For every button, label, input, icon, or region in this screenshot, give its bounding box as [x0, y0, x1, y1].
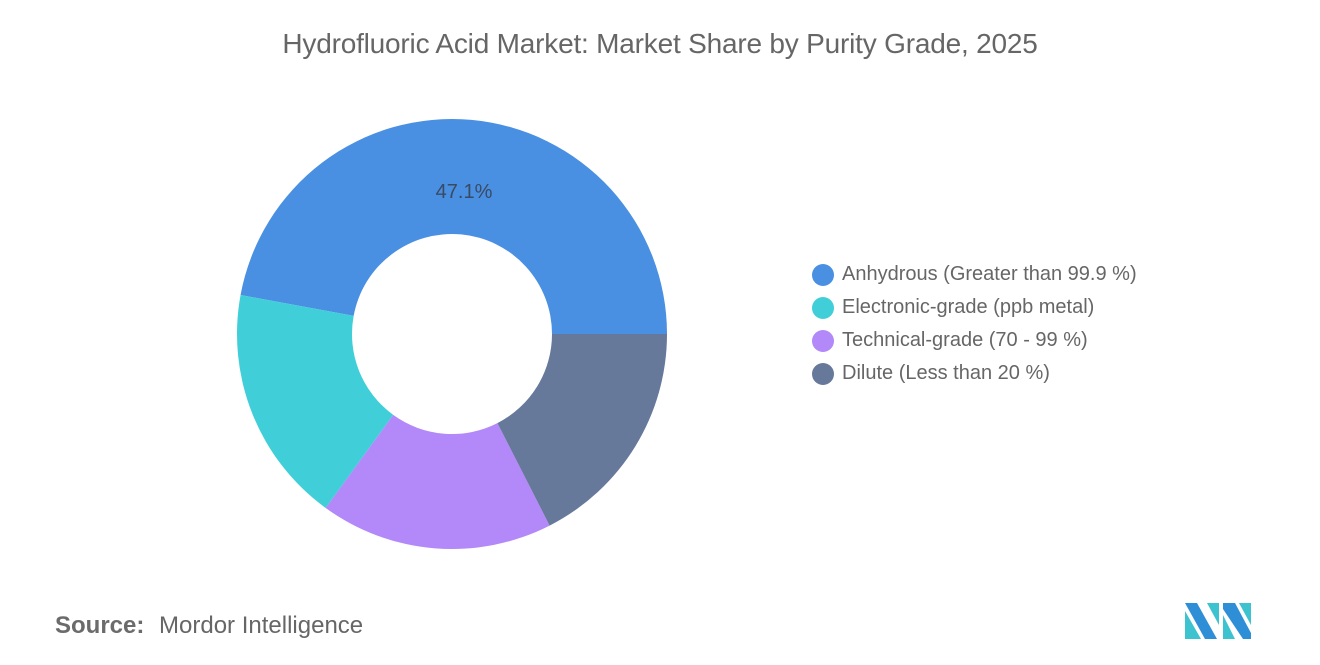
- donut-slice-dilute[interactable]: [497, 334, 667, 526]
- legend-item-dilute[interactable]: Dilute (Less than 20 %): [812, 357, 1137, 390]
- donut-slices: [236, 118, 668, 549]
- legend-label: Electronic-grade (ppb metal): [842, 296, 1095, 318]
- legend-label: Dilute (Less than 20 %): [842, 362, 1050, 384]
- legend-item-technical-grade[interactable]: Technical-grade (70 - 99 %): [812, 324, 1137, 357]
- chart-title: Hydrofluoric Acid Market: Market Share b…: [282, 28, 1038, 59]
- legend-label: Anhydrous (Greater than 99.9 %): [842, 263, 1137, 285]
- legend-item-electronic-grade[interactable]: Electronic-grade (ppb metal): [812, 291, 1137, 324]
- legend-dot-icon: [812, 362, 834, 385]
- legend: Anhydrous (Greater than 99.9 %) Electron…: [812, 258, 1137, 390]
- legend-dot-icon: [812, 263, 834, 286]
- source-value: Mordor Intelligence: [159, 612, 364, 639]
- donut-slice-technical-grade[interactable]: [325, 414, 550, 549]
- source-label: Source:: [55, 612, 145, 639]
- slice-label-anhydrous: 47.1%: [436, 181, 493, 203]
- legend-dot-icon: [812, 296, 834, 319]
- donut-slice-electronic-grade[interactable]: [236, 295, 394, 508]
- legend-dot-icon: [812, 329, 834, 352]
- mordor-intelligence-logo-icon: [1185, 603, 1251, 639]
- legend-item-anhydrous[interactable]: Anhydrous (Greater than 99.9 %): [812, 258, 1137, 291]
- legend-label: Technical-grade (70 - 99 %): [842, 329, 1088, 351]
- source-note: Source: Mordor Intelligence: [55, 612, 363, 640]
- donut-slice-anhydrous[interactable]: [240, 118, 668, 335]
